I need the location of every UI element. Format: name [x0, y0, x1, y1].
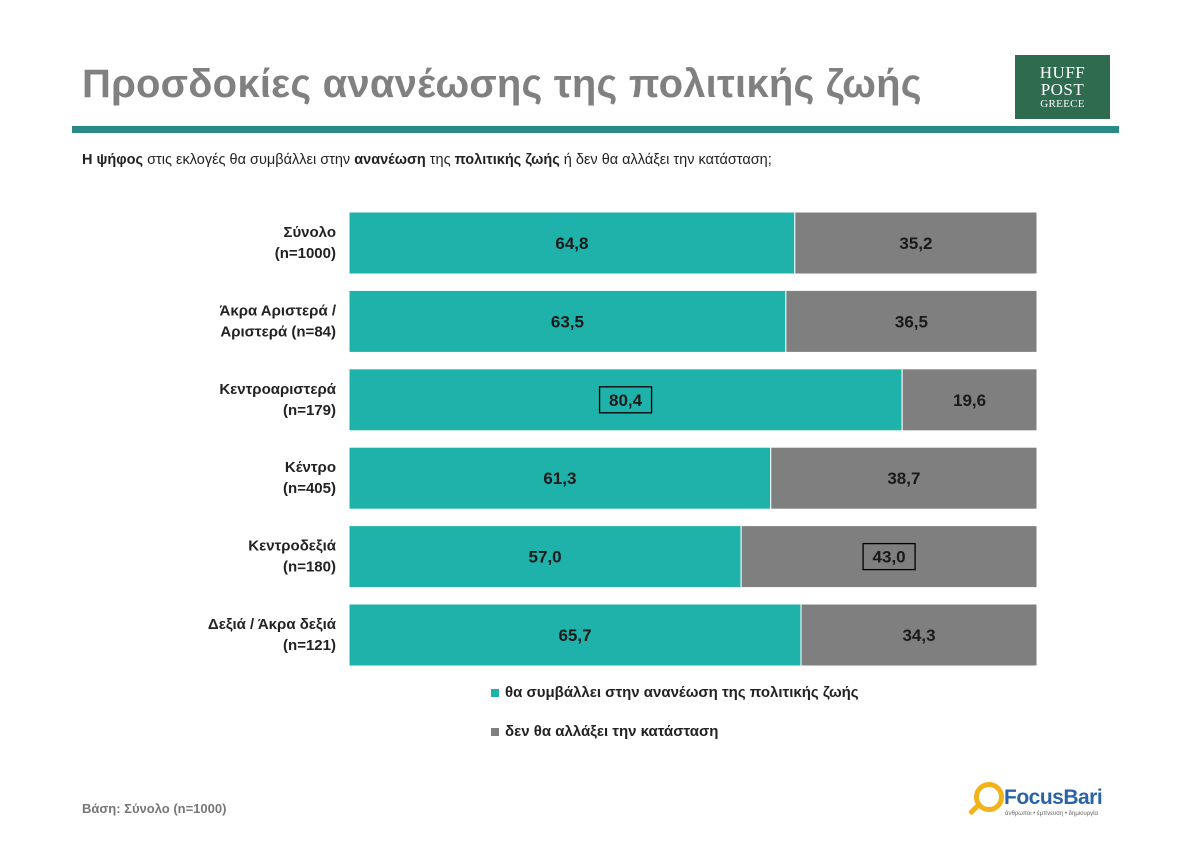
title-divider: [72, 126, 1119, 133]
focusbari-tagline: άνθρωποι • έμπνευση • δημιουργία: [1005, 811, 1098, 817]
legend-label-no-change: δεν θα αλλάξει την κατάσταση: [505, 723, 719, 740]
question-part-3: ανανέωση: [354, 152, 426, 168]
question-part-1: Η ψήφος: [82, 152, 144, 168]
bar-segment-renewal: [348, 525, 742, 589]
bar-segment-renewal: [348, 446, 772, 510]
bar-segment-no-change: [901, 368, 1038, 432]
legend-item-no-change: δεν θα αλλάξει την κατάσταση: [491, 723, 718, 740]
bar-segment-no-change: [800, 603, 1038, 667]
bar-value-label: 35,2: [899, 234, 932, 253]
logo-line-1: HUFF: [1039, 63, 1086, 82]
base-footnote: Βάση: Σύνολο (n=1000): [82, 801, 227, 816]
bar-value-label: 43,0: [873, 548, 906, 567]
bar-segment-no-change: [770, 446, 1038, 510]
huffpost-logo: HUFF POST GREECE: [1015, 55, 1110, 119]
bar-segment-no-change: [785, 289, 1038, 353]
focusbari-logo: FocusBari άνθρωποι • έμπνευση • δημιουργ…: [967, 780, 1113, 820]
bar-segment-renewal: [348, 603, 802, 667]
bar-segment-no-change: [794, 211, 1038, 275]
category-label: Δεξιά / Άκρα δεξιά (n=121): [208, 616, 337, 654]
bar-value-label: 64,8: [555, 234, 588, 253]
category-label: Σύνολο (n=1000): [275, 224, 336, 262]
page-title: Προσδοκίες ανανέωσης της πολιτικής ζωής: [82, 62, 922, 106]
bar-value-label: 80,4: [609, 391, 643, 410]
bar-value-label: 19,6: [953, 391, 986, 410]
category-label: Κέντρο (n=405): [283, 459, 336, 497]
logo-line-2: POST: [1040, 80, 1085, 99]
bar-value-label: 38,7: [887, 469, 920, 488]
question-part-6: ή δεν θα αλλάξει την κατάσταση;: [559, 152, 772, 168]
bar-value-label: 36,5: [895, 312, 928, 331]
focusbari-brand: FocusBari: [1004, 786, 1103, 809]
legend-item-renewal: θα συμβάλλει στην ανανέωση της πολιτικής…: [491, 684, 859, 701]
magnifier-handle: [967, 803, 981, 816]
bar-segment-no-change: [740, 525, 1038, 589]
category-label: Κεντροαριστερά (n=179): [219, 381, 336, 419]
bar-segment-renewal: [348, 289, 787, 353]
question-part-5: πολιτικής ζωής: [454, 152, 560, 168]
legend-swatch-teal: [491, 688, 499, 697]
logo-line-3: GREECE: [1040, 98, 1085, 110]
legend-label-renewal: θα συμβάλλει στην ανανέωση της πολιτικής…: [505, 684, 859, 701]
category-label: Κεντροδεξιά (n=180): [248, 538, 336, 576]
survey-question: Η ψήφος στις εκλογές θα συμβάλλει στην α…: [82, 152, 772, 168]
bar-segment-renewal: [348, 211, 796, 275]
bar-value-label: 57,0: [529, 548, 562, 567]
bar-value-label: 61,3: [543, 469, 576, 488]
question-part-2: στις εκλογές θα συμβάλλει στην: [143, 152, 355, 168]
highlight-box: [598, 386, 653, 414]
magnifier-icon: [974, 782, 1004, 812]
bar-segment-renewal: [348, 368, 903, 432]
bar-value-label: 65,7: [558, 626, 591, 645]
highlight-box: [862, 542, 916, 571]
bar-value-label: 63,5: [551, 312, 584, 331]
legend-swatch-gray: [491, 727, 499, 736]
bar-value-label: 34,3: [902, 626, 935, 645]
category-label: Άκρα Αριστερά / Αριστερά (n=84): [220, 302, 337, 340]
question-part-4: της: [425, 152, 455, 168]
